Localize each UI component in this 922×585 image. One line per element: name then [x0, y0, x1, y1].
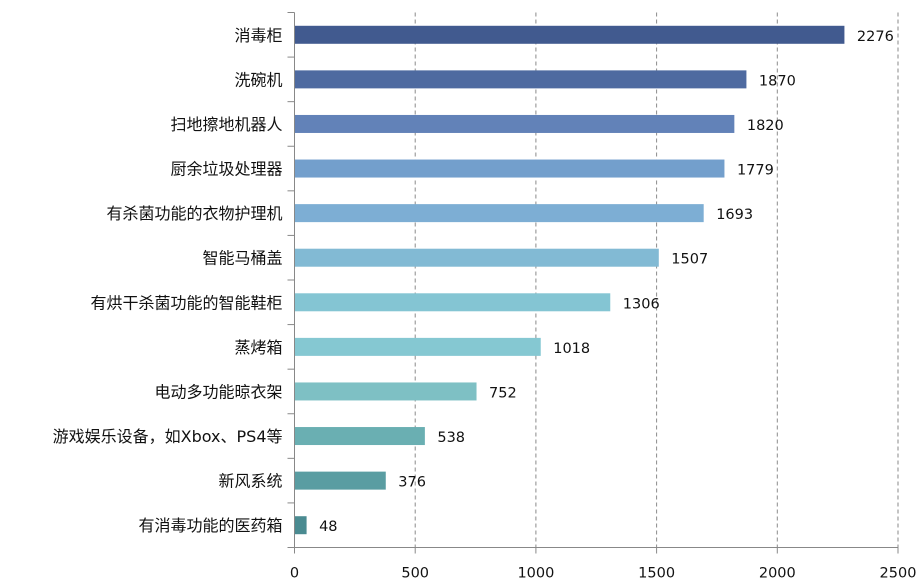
data-label: 48 [319, 519, 337, 535]
category-label: 新风系统 [218, 472, 282, 491]
category-label: 消毒柜 [234, 26, 282, 45]
category-label: 蒸烤箱 [234, 338, 282, 357]
data-label: 2276 [857, 29, 894, 45]
data-label: 376 [398, 475, 426, 491]
bar [295, 25, 845, 44]
x-tick-label: 0 [290, 566, 299, 582]
data-label: 538 [437, 430, 465, 446]
category-label: 厨余垃圾处理器 [170, 160, 282, 179]
x-tick-label: 2000 [759, 566, 796, 582]
x-tick-label: 500 [401, 566, 429, 582]
bar [295, 382, 477, 401]
category-label: 有烘干杀菌功能的智能鞋柜 [90, 293, 282, 312]
bar [295, 293, 611, 312]
x-tick-label: 1500 [638, 566, 675, 582]
data-label: 1693 [716, 207, 753, 223]
x-tick-label: 2500 [880, 566, 917, 582]
category-label: 游戏娱乐设备，如Xbox、PS4等 [53, 427, 283, 446]
data-label: 1820 [747, 118, 784, 134]
category-label: 电动多功能晾衣架 [154, 382, 282, 401]
bar [295, 516, 307, 535]
category-label: 智能马桶盖 [202, 249, 282, 268]
data-label: 1306 [623, 296, 660, 312]
data-label: 1779 [737, 163, 774, 179]
bar [295, 204, 704, 223]
bar [295, 337, 541, 356]
bar [295, 159, 725, 178]
data-label: 752 [489, 385, 517, 401]
bar [295, 114, 735, 133]
category-label: 有消毒功能的医药箱 [138, 516, 282, 535]
data-label: 1870 [759, 73, 796, 89]
data-label: 1507 [671, 252, 708, 268]
category-label: 有杀菌功能的衣物护理机 [106, 204, 282, 223]
bar [295, 70, 747, 89]
category-label: 扫地擦地机器人 [170, 115, 282, 134]
bar [295, 471, 386, 490]
x-tick-label: 1000 [517, 566, 554, 582]
bar [295, 427, 425, 446]
category-label: 洗碗机 [234, 70, 282, 89]
bar [295, 248, 659, 267]
data-label: 1018 [553, 341, 590, 357]
